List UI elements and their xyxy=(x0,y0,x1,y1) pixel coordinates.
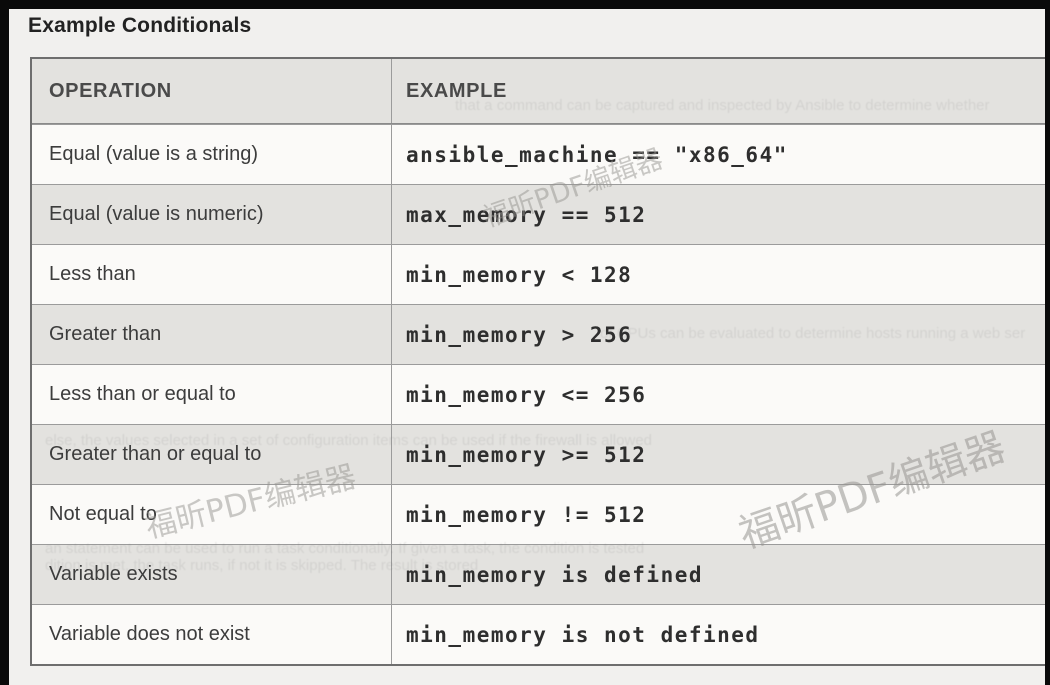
example-cell: max_memory == 512 xyxy=(406,202,647,227)
operation-cell: Greater than or equal to xyxy=(32,425,392,484)
table-row: Variable exists min_memory is defined xyxy=(32,544,1045,604)
example-cell: min_memory > 256 xyxy=(406,322,633,347)
crop-bar-left xyxy=(0,0,9,685)
page-title: Example Conditionals xyxy=(28,14,252,37)
operation-cell: Less than or equal to xyxy=(32,365,392,424)
operation-cell: Greater than xyxy=(32,305,392,364)
example-cell: min_memory != 512 xyxy=(406,502,647,527)
conditionals-table: OPERATION EXAMPLE Equal (value is a stri… xyxy=(30,57,1045,666)
operation-cell: Variable exists xyxy=(32,545,392,604)
table-row: Not equal to min_memory != 512 xyxy=(32,484,1045,544)
table-row: Less than min_memory < 128 xyxy=(32,244,1045,304)
column-header-operation: OPERATION xyxy=(32,59,392,123)
example-cell: min_memory is defined xyxy=(406,562,704,587)
table-row: Greater than min_memory > 256 xyxy=(32,304,1045,364)
operation-cell: Equal (value is a string) xyxy=(32,125,392,184)
table-row: Less than or equal to min_memory <= 256 xyxy=(32,364,1045,424)
crop-bar-right xyxy=(1045,0,1050,685)
example-cell: min_memory >= 512 xyxy=(406,442,647,467)
column-header-example: EXAMPLE xyxy=(406,79,507,102)
table-row: Equal (value is numeric) max_memory == 5… xyxy=(32,184,1045,244)
operation-cell: Less than xyxy=(32,245,392,304)
example-cell: min_memory < 128 xyxy=(406,262,633,287)
crop-bar-top xyxy=(0,0,1050,9)
operation-cell: Equal (value is numeric) xyxy=(32,185,392,244)
table-header-row: OPERATION EXAMPLE xyxy=(32,59,1045,124)
operation-cell: Not equal to xyxy=(32,485,392,544)
example-cell: min_memory <= 256 xyxy=(406,382,647,407)
example-cell: min_memory is not defined xyxy=(406,622,760,647)
example-cell: ansible_machine == "x86_64" xyxy=(406,142,788,167)
table-row: Greater than or equal to min_memory >= 5… xyxy=(32,424,1045,484)
operation-cell: Variable does not exist xyxy=(32,605,392,664)
table-row: Equal (value is a string) ansible_machin… xyxy=(32,124,1045,184)
table-row: Variable does not exist min_memory is no… xyxy=(32,604,1045,664)
